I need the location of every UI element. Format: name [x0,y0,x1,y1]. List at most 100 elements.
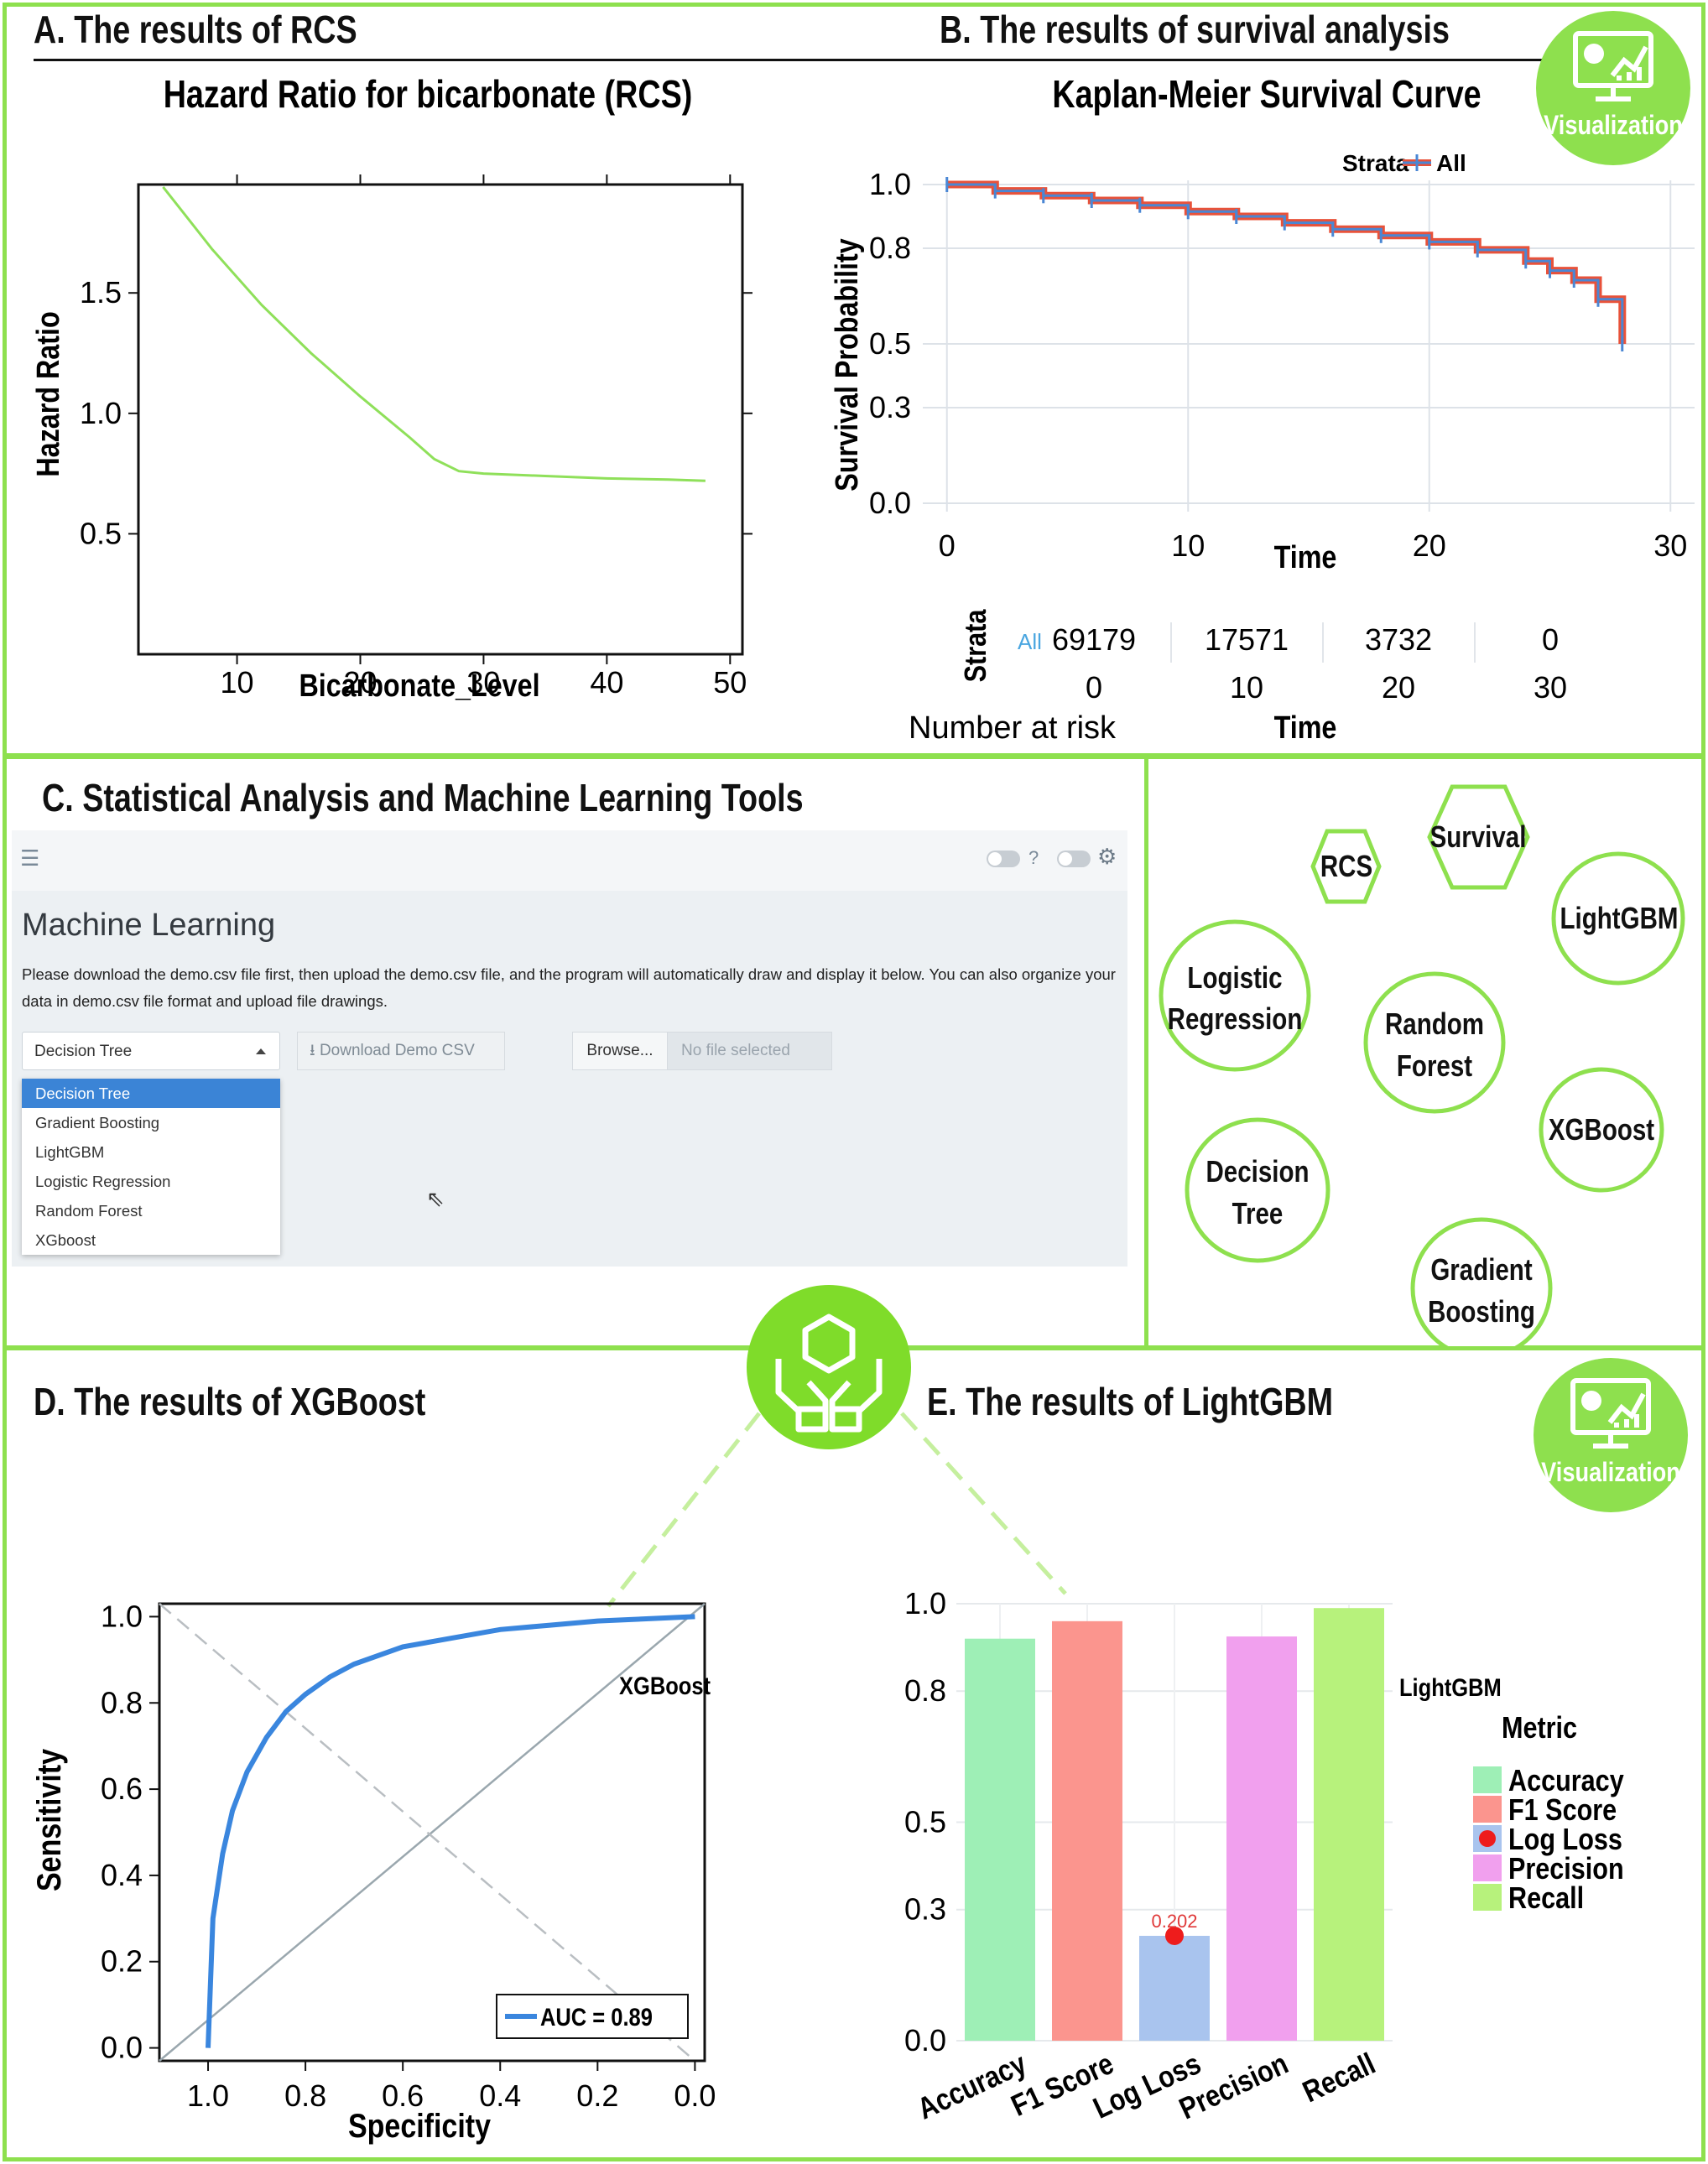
gradient-boosting-label-line2: Boosting [1428,1294,1535,1328]
toggle-switch-2[interactable] [1057,851,1091,867]
rcs-xtick-label: 30 [466,665,500,700]
dropdown-option[interactable]: Random Forest [35,1202,143,1220]
km-risk-row-name: All [1018,629,1042,654]
dropdown-option[interactable]: LightGBM [35,1143,105,1161]
km-xtick-label: 20 [1413,528,1446,563]
gradient-boosting-circle [1410,1217,1553,1346]
rcs-chart: Hazard Ratio for bicarbonate (RCS) 10 20 3… [34,72,752,704]
toggle-switch-1[interactable] [987,851,1020,867]
center-badge [745,1283,913,1451]
download-icon: ⭳ [310,1042,320,1059]
decision-tree-label-line2: Tree [1232,1196,1284,1230]
km-ytick-label: 0.3 [869,390,911,424]
km-risk-count: 0 [1542,622,1559,657]
dropdown-option[interactable]: Logistic Regression [35,1173,171,1190]
bar-ytick-label: 0.5 [904,1805,946,1839]
rcs-plot-frame [137,183,744,656]
dropdown-option[interactable]: Gradient Boosting [35,1114,160,1131]
km-ytick-label: 1.0 [869,167,911,201]
visualization-label-top: Visualization [1544,111,1683,141]
ml-app-window: ☰ ? ⚙ Machine Learning Please download t… [12,830,1127,1267]
browse-button[interactable]: Browse... [572,1032,668,1070]
bar-category-label: Accuracy [913,2047,1032,2127]
legend-entry-label: Recall [1508,1882,1584,1916]
legend-swatch [1473,1854,1502,1881]
roc-xtick-label: 1.0 [187,2078,229,2113]
bar-category-label: Recall [1298,2047,1381,2109]
header-e: E. The results of LightGBM [927,1380,1334,1423]
roc-xtick-label: 0.2 [576,2078,618,2113]
roc-ytick-label: 0.4 [101,1858,143,1892]
model-select[interactable]: Decision Tree [22,1032,280,1070]
km-risk-count: 3732 [1365,622,1432,657]
rcs-xtick-label: 50 [713,665,747,700]
legend-swatch [1473,1796,1502,1823]
metrics-legend-title: Metric [1502,1712,1577,1745]
km-risk-count: 17571 [1205,622,1289,657]
km-plot-area [923,180,1695,575]
km-risk-time: 0 [1086,670,1102,705]
app-topbar: ☰ ? ⚙ [12,830,1127,891]
download-demo-button[interactable]: ⭳ Download Demo CSV [297,1032,505,1070]
mouse-pointer-icon: ⇖ [426,1186,445,1211]
app-title: Machine Learning [22,908,276,943]
km-xlabel: Time [1274,540,1337,575]
km-xtick-label: 0 [939,528,956,563]
km-chart: Kaplan-Meier Survival Curve Strata All 0… [830,72,1695,746]
model-dropdown: Decision Tree Gradient Boosting LightGBM… [22,1079,280,1255]
km-risk-time: 30 [1534,670,1567,705]
legend-entry-label: F1 Score [1508,1794,1617,1828]
roc-chart: 1.0 0.8 0.6 0.4 0.2 0.0 0.0 0.2 0.4 0.6 0.8 1.0 XGB… [29,1599,716,2144]
km-ytick-label: 0.8 [869,231,911,265]
xgboost-label: XGBoost [1549,1112,1654,1146]
logloss-value-label: 0.202 [1151,1911,1197,1932]
rcs-xtick-label: 10 [221,665,254,700]
dropdown-option[interactable]: XGboost [35,1231,96,1249]
download-demo-label: Download Demo CSV [319,1042,475,1059]
roc-legend: AUC = 0.89 [496,1994,689,2039]
rcs-title: Hazard Ratio for bicarbonate (RCS) [164,72,693,115]
file-status-field: No file selected [668,1032,832,1070]
km-ytick-label: 0.5 [869,326,911,361]
gear-icon[interactable]: ⚙ [1097,844,1117,869]
metric-bar [1314,1608,1384,2041]
rcs-label: RCS [1320,849,1372,882]
legend-point [1479,1830,1496,1847]
visualization-badge-top: Visualization [1535,10,1691,166]
legend-swatch [1473,1884,1502,1911]
hamburger-menu-icon[interactable]: ☰ [20,845,40,871]
bar-ytick-label: 1.0 [904,1586,946,1620]
header-c: C. Statistical Analysis and Machine Lear… [42,776,804,819]
visualization-label-bottom: Visualization [1541,1458,1680,1488]
roc-xlabel: Specificity [348,2106,491,2144]
rcs-ytick-label: 0.5 [80,516,122,550]
km-legend-title: Strata [1342,150,1409,176]
gradient-boosting-label-line1: Gradient [1430,1252,1532,1286]
header-rule [34,59,1560,61]
roc-xtick-label: 0.4 [479,2078,521,2113]
bar-ytick-label: 0.0 [904,2023,946,2057]
lightgbm-circle [1551,851,1685,986]
header-b: B. The results of survival analysis [940,8,1450,51]
metric-bar [965,1638,1035,2041]
help-icon[interactable]: ? [1028,847,1039,868]
logistic-regression-circle [1159,919,1311,1072]
rcs-xlabel: Bicarbonate_Level [299,668,539,704]
roc-diagonal [159,1603,706,2062]
random-forest-label-line1: Random [1385,1007,1484,1040]
km-ylabel: Survival Probability [830,238,865,492]
km-risk-row-label: Strata [960,609,993,682]
visualization-badge-bottom: Visualization [1533,1357,1689,1513]
rcs-ytick-label: 1.0 [80,396,122,430]
km-risk-xlabel: Time [1274,710,1337,746]
rcs-hexagon [1310,829,1382,904]
km-title: Kaplan-Meier Survival Curve [1052,72,1481,115]
random-forest-circle [1363,971,1506,1114]
metric-bar [1226,1636,1297,2041]
header-d: D. The results of XGBoost [34,1380,426,1423]
decision-tree-circle [1185,1117,1330,1263]
km-xtick-label: 10 [1171,528,1205,563]
dropdown-option[interactable]: Decision Tree [22,1079,280,1108]
lightgbm-label: LightGBM [1560,901,1679,934]
km-risk-time: 20 [1382,670,1415,705]
